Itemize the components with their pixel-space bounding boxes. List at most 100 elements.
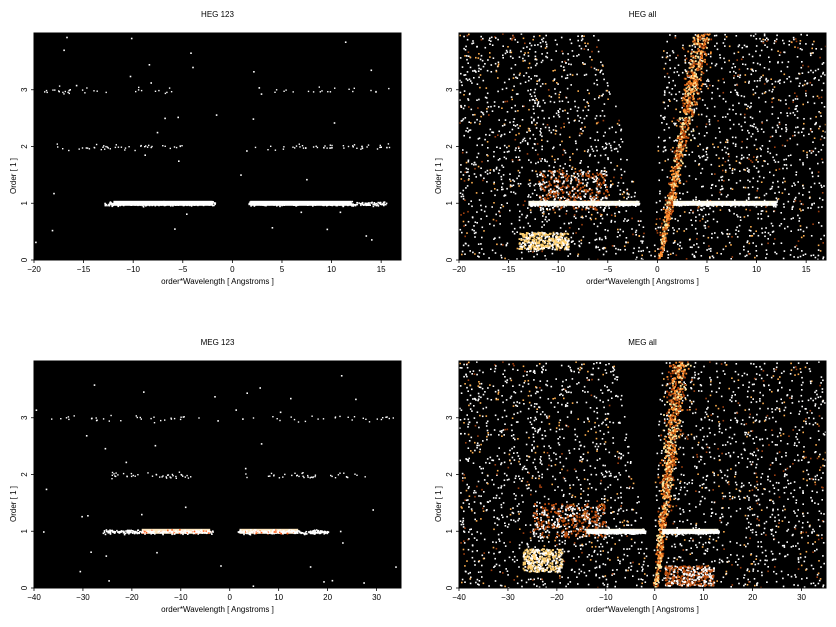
event-pixel: [728, 204, 730, 206]
event-pixel: [544, 158, 546, 161]
event-pixel: [591, 148, 594, 150]
event-pixel: [480, 111, 483, 113]
event-pixel: [596, 83, 599, 86]
event-pixel: [678, 74, 680, 77]
event-pixel: [558, 93, 561, 96]
event-pixel: [347, 145, 350, 148]
event-pixel: [596, 131, 599, 133]
event-pixel: [512, 179, 514, 181]
event-pixel: [755, 138, 757, 141]
event-pixel: [667, 158, 669, 161]
event-pixel: [819, 125, 821, 128]
event-pixel: [342, 205, 345, 207]
event-pixel: [817, 171, 820, 173]
event-pixel: [525, 233, 528, 236]
event-pixel: [515, 147, 517, 149]
event-pixel: [662, 226, 665, 229]
event-pixel: [785, 124, 787, 126]
event-pixel: [543, 232, 546, 235]
event-pixel: [687, 94, 689, 97]
event-pixel: [556, 186, 559, 189]
event-pixel: [603, 148, 605, 150]
event-pixel: [606, 89, 609, 92]
event-pixel: [756, 156, 758, 159]
event-pixel: [676, 151, 679, 154]
event-pixel: [721, 231, 723, 234]
event-pixel: [819, 250, 822, 252]
event-pixel: [665, 225, 667, 228]
event-pixel: [711, 255, 714, 257]
event-pixel: [726, 138, 728, 141]
event-pixel: [551, 237, 554, 240]
event-pixel: [207, 202, 210, 204]
event-pixel: [542, 178, 544, 181]
event-pixel: [718, 157, 720, 160]
event-pixel: [792, 101, 794, 103]
event-pixel: [718, 127, 720, 129]
event-pixel: [783, 177, 785, 180]
event-pixel: [518, 243, 521, 245]
event-pixel: [685, 146, 688, 149]
event-pixel: [801, 250, 803, 252]
event-pixel: [552, 207, 554, 209]
event-pixel: [797, 131, 800, 134]
event-pixel: [690, 90, 692, 93]
event-pixel: [520, 239, 523, 241]
event-pixel: [488, 134, 491, 136]
event-pixel: [674, 160, 676, 162]
event-pixel: [618, 124, 621, 126]
event-pixel: [760, 155, 762, 157]
event-pixel: [86, 147, 89, 149]
event-pixel: [472, 251, 474, 254]
event-pixel: [549, 202, 552, 205]
event-pixel: [581, 178, 584, 181]
event-pixel: [658, 254, 661, 257]
event-pixel: [776, 34, 778, 37]
event-pixel: [675, 180, 678, 182]
event-pixel: [329, 91, 332, 93]
event-pixel: [724, 171, 727, 173]
event-pixel: [737, 74, 740, 76]
event-pixel: [681, 71, 684, 74]
event-pixel: [595, 208, 598, 211]
event-pixel: [681, 47, 684, 49]
event-pixel: [528, 76, 530, 78]
event-pixel: [564, 60, 566, 63]
event-pixel: [668, 76, 670, 79]
event-pixel: [531, 192, 534, 195]
event-pixel: [464, 242, 467, 245]
event-pixel: [661, 169, 664, 171]
event-pixel: [688, 122, 691, 125]
event-pixel: [676, 147, 678, 149]
event-pixel: [783, 158, 785, 161]
event-pixel: [749, 204, 752, 206]
event-pixel: [701, 185, 703, 188]
event-pixel: [625, 237, 628, 239]
event-pixel: [745, 45, 748, 48]
event-pixel: [755, 245, 757, 247]
event-pixel: [387, 143, 390, 145]
event-pixel: [574, 100, 576, 103]
event-pixel: [728, 233, 731, 235]
event-pixel: [700, 63, 703, 65]
event-pixel: [689, 92, 692, 94]
event-pixel: [697, 40, 699, 43]
event-pixel: [137, 204, 139, 207]
event-pixel: [526, 236, 528, 238]
event-pixel: [685, 228, 688, 230]
event-pixel: [96, 90, 98, 92]
event-pixel: [597, 69, 600, 71]
event-pixel: [554, 88, 556, 90]
event-pixel: [663, 101, 666, 104]
event-pixel: [650, 254, 652, 257]
event-pixel: [664, 91, 666, 94]
event-pixel: [727, 194, 729, 196]
event-pixel: [480, 35, 482, 38]
event-pixel: [106, 146, 109, 148]
event-pixel: [700, 91, 703, 93]
event-pixel: [805, 90, 807, 92]
event-pixel: [275, 89, 278, 91]
event-pixel: [556, 189, 559, 192]
event-pixel: [685, 70, 688, 73]
event-pixel: [679, 122, 682, 124]
